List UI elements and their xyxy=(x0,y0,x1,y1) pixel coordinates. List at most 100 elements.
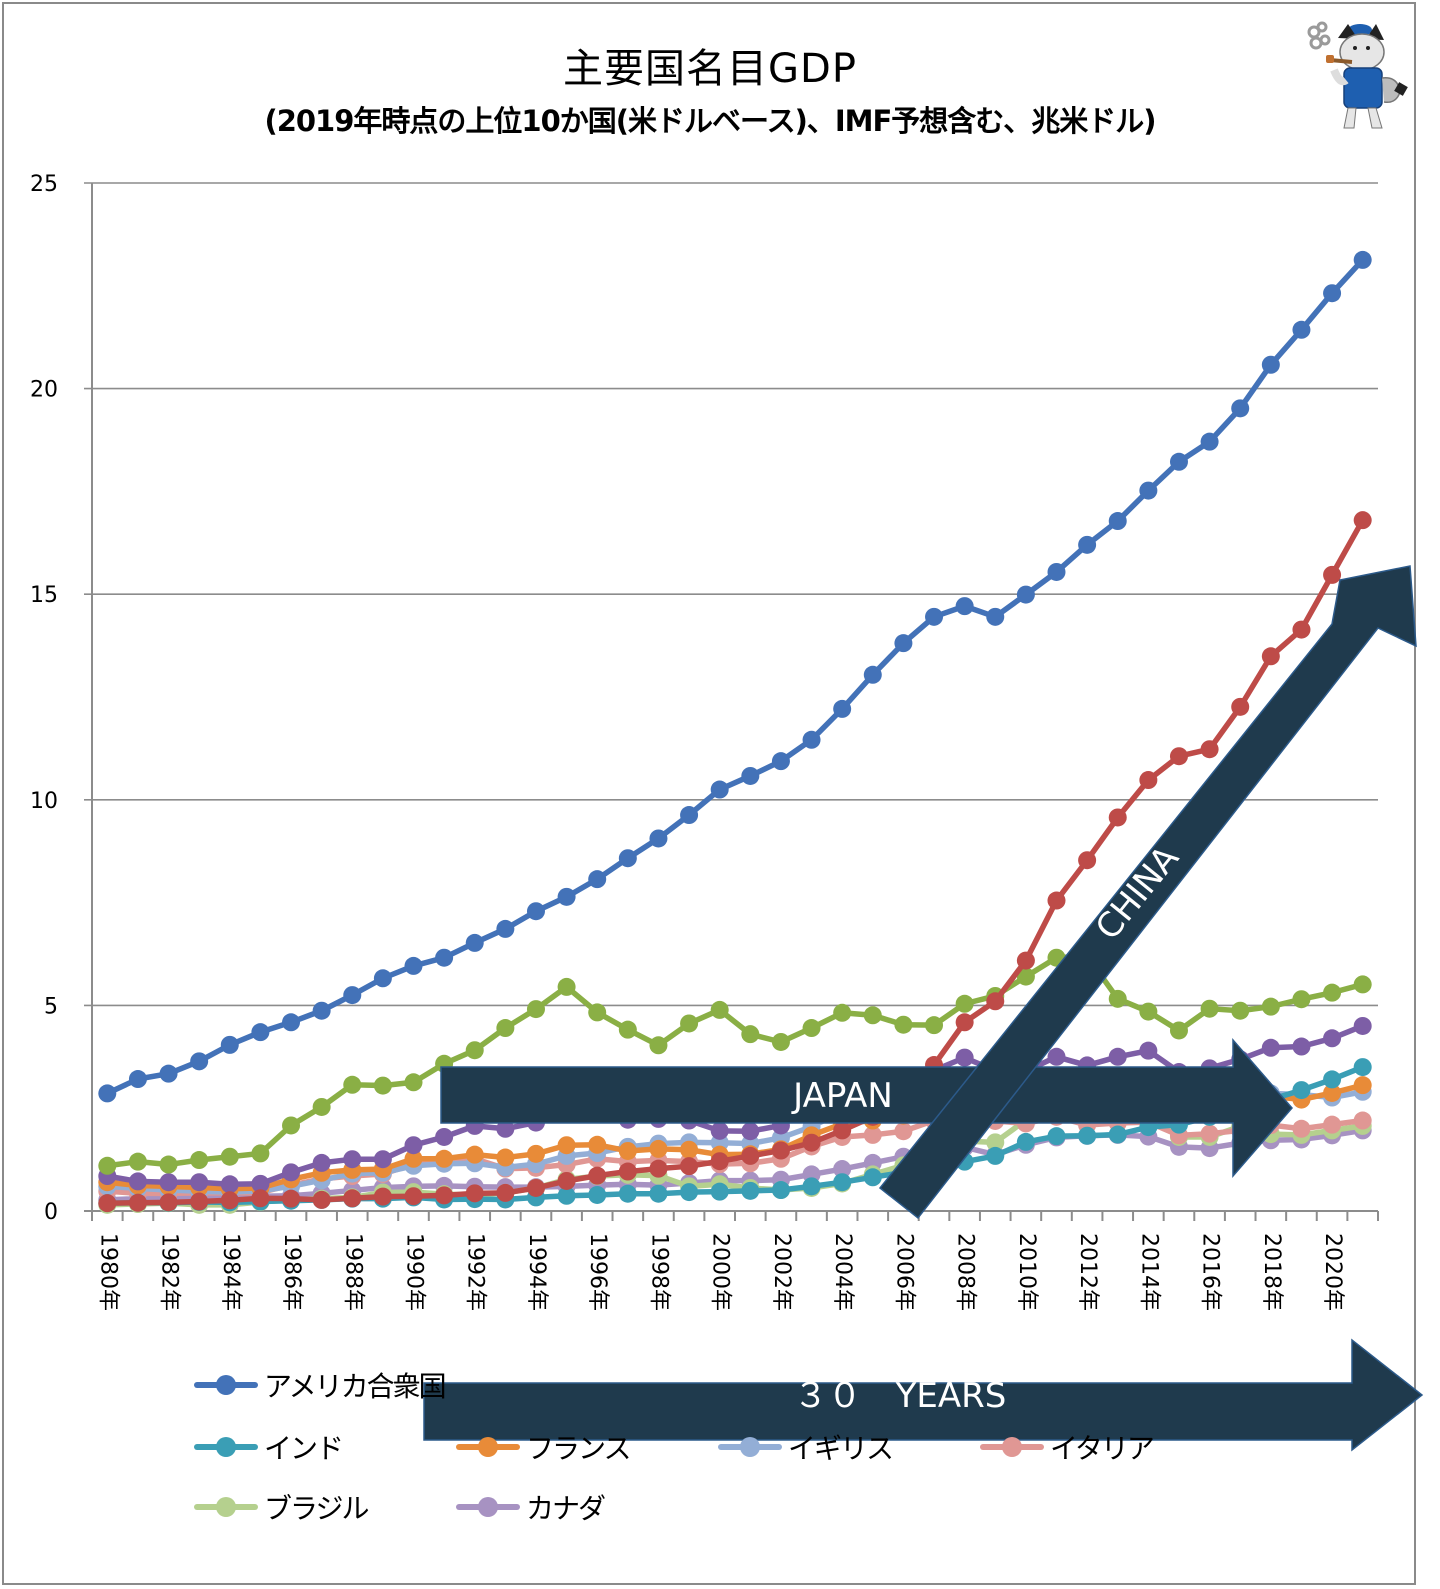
data-point xyxy=(435,948,454,967)
data-point xyxy=(894,634,913,653)
x-tick-label: 2000年 xyxy=(708,1233,733,1311)
data-point xyxy=(159,1155,178,1174)
legend-item-brazil: ブラジル xyxy=(190,1487,369,1527)
x-tick-label: 1996年 xyxy=(585,1233,610,1311)
y-tick-label: 0 xyxy=(44,1200,58,1225)
data-point xyxy=(1353,250,1372,269)
data-point xyxy=(282,1189,301,1208)
data-point xyxy=(710,1000,729,1019)
data-point xyxy=(1200,432,1219,451)
y-tick-label: 5 xyxy=(44,994,58,1019)
chart-subtitle: (2019年時点の上位10か国(米ドルベース)、IMF予想含む、兆米ドル) xyxy=(264,104,1156,138)
y-tick-label: 20 xyxy=(30,378,58,403)
x-tick-label: 1992年 xyxy=(463,1233,488,1311)
data-point xyxy=(1353,511,1372,530)
data-point xyxy=(1078,1126,1097,1145)
data-point xyxy=(1139,481,1158,500)
data-point xyxy=(986,1133,1005,1152)
legend-item-india: インド xyxy=(190,1427,344,1467)
data-point xyxy=(404,1136,423,1155)
data-point xyxy=(955,597,974,616)
japan-arrow: JAPAN xyxy=(440,1037,1293,1179)
data-point xyxy=(1108,512,1127,531)
data-point xyxy=(312,1153,331,1172)
data-point xyxy=(649,1184,668,1203)
data-point xyxy=(1292,990,1311,1009)
data-point xyxy=(588,1003,607,1022)
data-point xyxy=(526,902,545,921)
data-point xyxy=(404,1073,423,1092)
data-point xyxy=(526,1178,545,1197)
data-point xyxy=(649,1036,668,1055)
data-point xyxy=(741,766,760,785)
legend-label: イギリス xyxy=(788,1432,894,1465)
data-point xyxy=(220,1191,239,1210)
data-point xyxy=(404,956,423,975)
x-tick-label: 1982年 xyxy=(157,1233,182,1311)
legend-item-canada: カナダ xyxy=(452,1487,606,1527)
legend-swatch-india xyxy=(190,1427,262,1467)
data-point xyxy=(312,1097,331,1116)
data-point xyxy=(98,1194,117,1213)
data-point xyxy=(1108,808,1127,827)
data-point xyxy=(1200,1124,1219,1143)
data-point xyxy=(1353,975,1372,994)
data-point xyxy=(1353,1111,1372,1130)
legend-swatch-italy xyxy=(976,1427,1048,1467)
data-point xyxy=(1047,562,1066,581)
data-point xyxy=(771,1181,790,1200)
legend-label: フランス xyxy=(526,1432,631,1465)
data-point xyxy=(1323,284,1342,303)
data-point xyxy=(802,1177,821,1196)
data-point xyxy=(1353,1016,1372,1035)
data-point xyxy=(312,1001,331,1020)
x-tick-label: 1994年 xyxy=(524,1233,549,1311)
data-point xyxy=(251,1189,270,1208)
data-point xyxy=(1323,1070,1342,1089)
data-point xyxy=(1108,1125,1127,1144)
data-point xyxy=(557,887,576,906)
data-point xyxy=(649,1139,668,1158)
data-point xyxy=(955,994,974,1013)
data-point xyxy=(465,1145,484,1164)
data-point xyxy=(1292,1081,1311,1100)
data-point xyxy=(955,1048,974,1067)
data-point xyxy=(98,1156,117,1175)
data-point xyxy=(373,1150,392,1169)
data-point xyxy=(282,1116,301,1135)
data-point xyxy=(863,1006,882,1025)
data-point xyxy=(1047,1127,1066,1146)
x-tick-label: 1998年 xyxy=(646,1233,671,1311)
legend-swatch-canada xyxy=(452,1487,524,1527)
data-point xyxy=(1169,452,1188,471)
data-point xyxy=(741,1181,760,1200)
data-point xyxy=(1200,740,1219,759)
data-point xyxy=(251,1023,270,1042)
data-point xyxy=(618,1020,637,1039)
data-point xyxy=(649,829,668,848)
data-point xyxy=(373,1076,392,1095)
data-point xyxy=(1078,535,1097,554)
japan-arrow-label: JAPAN xyxy=(791,1076,893,1116)
data-point xyxy=(496,1019,515,1038)
series-0 xyxy=(98,250,1372,1103)
data-point xyxy=(955,1013,974,1032)
data-point xyxy=(1108,989,1127,1008)
legend-label: インド xyxy=(264,1432,344,1465)
data-point xyxy=(833,1121,852,1140)
cat-mascot-icon xyxy=(1307,21,1408,129)
data-point xyxy=(1323,1083,1342,1102)
data-point xyxy=(1261,355,1280,374)
data-point xyxy=(649,1159,668,1178)
data-point xyxy=(343,1189,362,1208)
x-tick-label: 2016年 xyxy=(1198,1233,1223,1311)
legend-label: ブラジル xyxy=(264,1492,369,1525)
chart-frame xyxy=(2,2,1416,1585)
thirty-years-arrow: ３０ YEARS xyxy=(423,1338,1424,1452)
data-point xyxy=(680,1014,699,1033)
legend-item-italy: イタリア xyxy=(976,1427,1155,1467)
legend-label: カナダ xyxy=(526,1492,606,1525)
data-point xyxy=(128,1152,147,1171)
data-point xyxy=(710,1182,729,1201)
